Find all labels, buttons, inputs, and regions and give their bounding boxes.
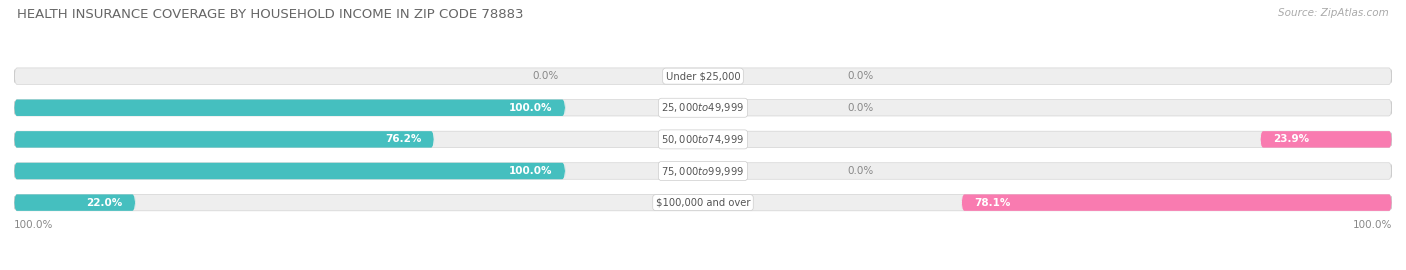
Text: 100.0%: 100.0% [509, 103, 553, 113]
Text: $50,000 to $74,999: $50,000 to $74,999 [661, 133, 745, 146]
Text: 100.0%: 100.0% [14, 220, 53, 230]
FancyBboxPatch shape [14, 100, 565, 116]
Text: 0.0%: 0.0% [533, 71, 560, 81]
FancyBboxPatch shape [14, 68, 1392, 84]
Text: Under $25,000: Under $25,000 [665, 71, 741, 81]
Text: Source: ZipAtlas.com: Source: ZipAtlas.com [1278, 8, 1389, 18]
Text: 100.0%: 100.0% [1353, 220, 1392, 230]
Text: 100.0%: 100.0% [509, 166, 553, 176]
Text: 0.0%: 0.0% [846, 103, 873, 113]
FancyBboxPatch shape [14, 131, 1392, 148]
FancyBboxPatch shape [14, 194, 135, 211]
FancyBboxPatch shape [14, 131, 434, 148]
Text: 23.9%: 23.9% [1272, 134, 1309, 144]
Text: $25,000 to $49,999: $25,000 to $49,999 [661, 101, 745, 114]
FancyBboxPatch shape [962, 194, 1392, 211]
FancyBboxPatch shape [1260, 131, 1392, 148]
Text: $100,000 and over: $100,000 and over [655, 198, 751, 208]
Text: 0.0%: 0.0% [846, 166, 873, 176]
FancyBboxPatch shape [14, 194, 1392, 211]
Text: $75,000 to $99,999: $75,000 to $99,999 [661, 164, 745, 177]
FancyBboxPatch shape [14, 163, 565, 179]
Text: 0.0%: 0.0% [846, 71, 873, 81]
Text: 22.0%: 22.0% [87, 198, 122, 208]
Text: 76.2%: 76.2% [385, 134, 422, 144]
FancyBboxPatch shape [14, 163, 1392, 179]
FancyBboxPatch shape [14, 100, 1392, 116]
Text: HEALTH INSURANCE COVERAGE BY HOUSEHOLD INCOME IN ZIP CODE 78883: HEALTH INSURANCE COVERAGE BY HOUSEHOLD I… [17, 8, 523, 21]
Text: 78.1%: 78.1% [974, 198, 1011, 208]
